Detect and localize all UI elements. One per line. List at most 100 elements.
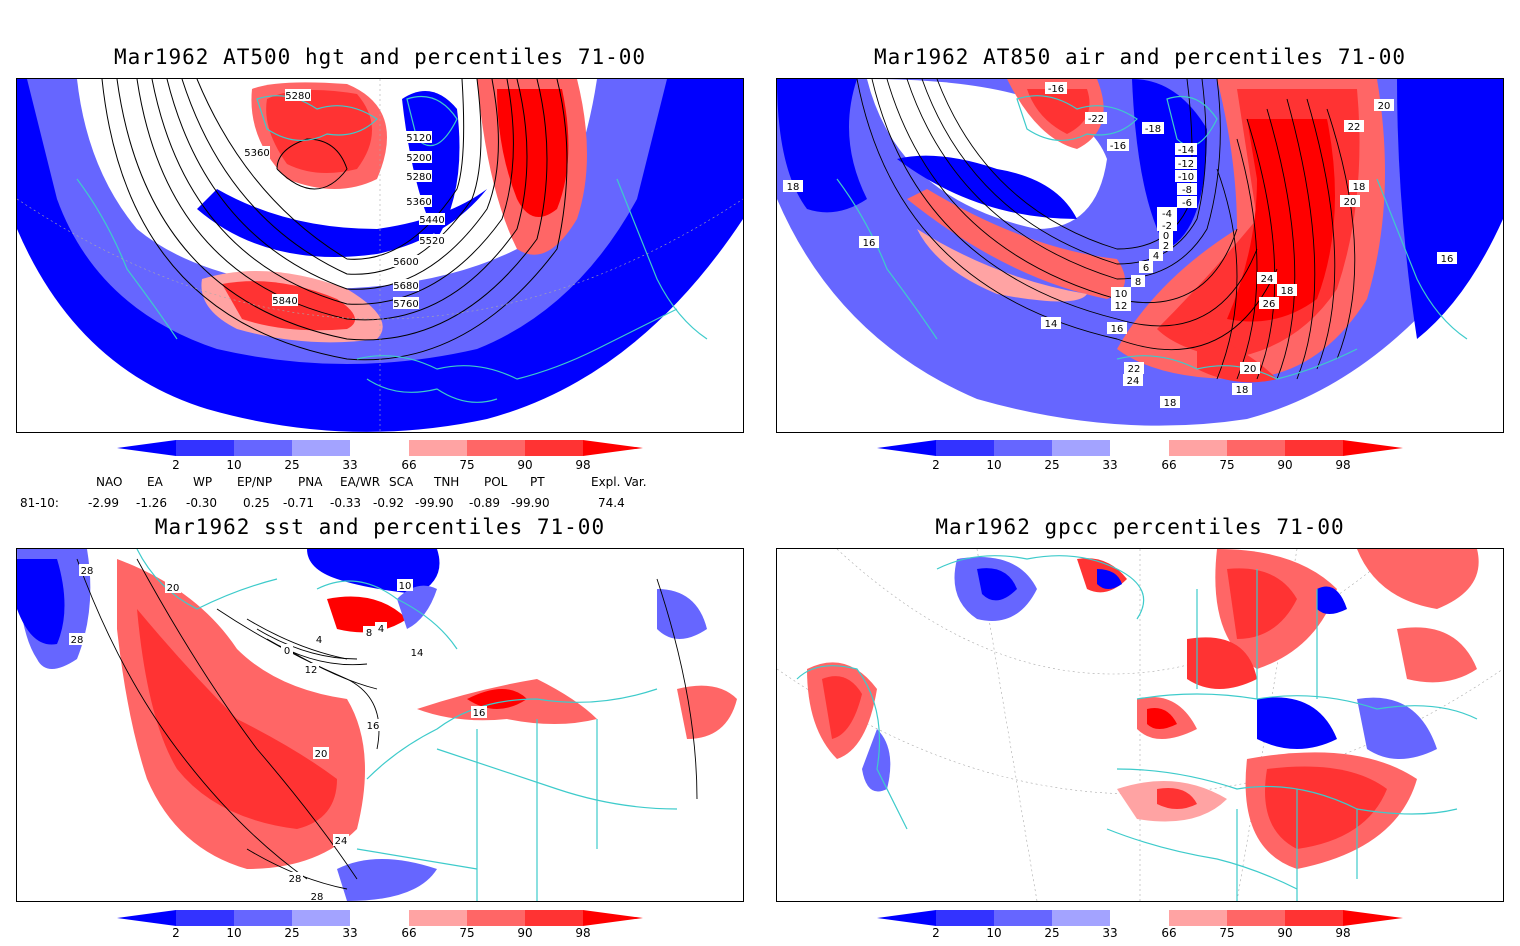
index-header: TNH: [434, 475, 460, 489]
colorbar-tick: 90: [517, 458, 533, 472]
colorbar-swatches: [877, 910, 1403, 926]
colorbar-bottom-left: 2 10 25 33 66 75 90 98: [117, 910, 643, 946]
contour-label: 2: [1163, 241, 1169, 252]
index-value: -0.33: [330, 496, 362, 510]
contour-label: 16: [367, 721, 380, 732]
contour-label: 5520: [419, 236, 444, 247]
colorbar-swatches: [117, 910, 643, 926]
colorbar-tick: 66: [1161, 926, 1177, 940]
contour-label: 28: [311, 892, 324, 901]
index-value: -0.89: [469, 496, 501, 510]
map-sst: 28 20 28 0 4 8 4 12 16 20 24 28 28 16 10…: [16, 548, 744, 902]
contour-label: 8: [1135, 277, 1141, 288]
colorbar-tick: 25: [1044, 926, 1060, 940]
contour-label: 18: [1164, 398, 1177, 409]
colorbar-tick: 90: [1277, 926, 1293, 940]
contour-label: 8: [366, 628, 372, 639]
colorbar-top-right: 2 10 25 33 66 75 90 98: [877, 440, 1403, 476]
colorbar-swatches: [117, 440, 643, 456]
index-row-label: 81-10:: [20, 496, 59, 510]
contour-label: 16: [473, 708, 486, 719]
panel-title-air: Mar1962 AT850 air and percentiles 71-00: [873, 45, 1407, 69]
contour-label: -8: [1182, 185, 1192, 196]
contour-label: 5360: [244, 148, 269, 159]
colorbar-tick: 98: [1335, 458, 1351, 472]
contour-label: 20: [1378, 101, 1391, 112]
contour-label: 14: [1045, 319, 1058, 330]
index-header: Expl. Var.: [591, 475, 647, 489]
colorbar-tick: 90: [517, 926, 533, 940]
index-value: -99.90: [415, 496, 454, 510]
contour-label: 18: [1236, 385, 1249, 396]
panel-title-hgt: Mar1962 AT500 hgt and percentiles 71-00: [113, 45, 647, 69]
contour-label: -6: [1182, 198, 1192, 209]
contour-label: 18: [787, 182, 800, 193]
contour-label: 5280: [406, 172, 431, 183]
contour-label: 5600: [393, 257, 418, 268]
index-value: 74.4: [598, 496, 625, 510]
index-value: -0.92: [373, 496, 405, 510]
contour-label: 12: [305, 665, 318, 676]
index-header: WP: [193, 475, 213, 489]
contour-label: 20: [315, 749, 328, 760]
contour-label: 5840: [272, 296, 297, 307]
contour-label: 5280: [285, 91, 310, 102]
colorbar-bottom-right: 2 10 25 33 66 75 90 98: [877, 910, 1403, 946]
colorbar-tick: 90: [1277, 458, 1293, 472]
index-header: EA/WR: [340, 475, 381, 489]
contour-label: -10: [1178, 172, 1194, 183]
contour-label: 20: [1344, 197, 1357, 208]
contour-label: 16: [1111, 324, 1124, 335]
colorbar-tick: 66: [401, 926, 417, 940]
colorbar-tick: 2: [932, 458, 940, 472]
contour-label: 5360: [406, 197, 431, 208]
contour-label: 24: [1127, 376, 1140, 387]
colorbar-tick: 98: [575, 458, 591, 472]
contour-label: 16: [1441, 254, 1454, 265]
index-header: PNA: [298, 475, 323, 489]
index-header: NAO: [96, 475, 123, 489]
colorbar-tick: 25: [284, 926, 300, 940]
contour-label: 5120: [406, 133, 431, 144]
contour-label: 28: [71, 635, 84, 646]
contour-label: 0: [1163, 231, 1169, 242]
index-header: EA: [147, 475, 163, 489]
index-header: SCA: [389, 475, 414, 489]
colorbar-tick: 75: [459, 458, 475, 472]
map-hgt: 5280 5360 5120 5200 5280 5360 5440 5520 …: [16, 78, 744, 433]
colorbar-tick: 66: [1161, 458, 1177, 472]
contour-label: 20: [1244, 364, 1257, 375]
contour-label: 12: [1115, 301, 1128, 312]
index-header: PT: [530, 475, 545, 489]
index-header: EP/NP: [237, 475, 273, 489]
contour-label: 18: [1281, 286, 1294, 297]
colorbar-tick: 2: [172, 926, 180, 940]
contour-label: -14: [1178, 145, 1194, 156]
contour-label: 5440: [419, 215, 444, 226]
contour-label: 4: [378, 624, 384, 635]
map-air: -16 -22 -18 -16 -14 -12 -10 -8 -6 -4 -2 …: [776, 78, 1504, 433]
contour-label: 5200: [406, 153, 431, 164]
colorbar-tick: 33: [1102, 926, 1118, 940]
colorbar-tick: 10: [986, 926, 1002, 940]
colorbar-tick: 33: [1102, 458, 1118, 472]
contour-label: -18: [1145, 124, 1161, 135]
contour-label: -22: [1088, 114, 1104, 125]
contour-label: 22: [1348, 122, 1361, 133]
contour-label: 18: [1353, 182, 1366, 193]
contour-label: 5760: [393, 299, 418, 310]
contour-label: -16: [1110, 141, 1126, 152]
contour-label: 6: [1143, 263, 1149, 274]
contour-label: 22: [1128, 364, 1141, 375]
colorbar-tick: 10: [986, 458, 1002, 472]
index-value: -0.71: [283, 496, 315, 510]
index-value: -99.90: [511, 496, 550, 510]
contour-label: -4: [1162, 209, 1172, 220]
contour-label: -12: [1178, 159, 1194, 170]
contour-label: 28: [289, 874, 302, 885]
contour-label: 24: [335, 836, 348, 847]
contour-label: -2: [1162, 221, 1172, 232]
index-value: -0.30: [186, 496, 218, 510]
colorbar-tick: 75: [1219, 926, 1235, 940]
colorbar-tick: 66: [401, 458, 417, 472]
